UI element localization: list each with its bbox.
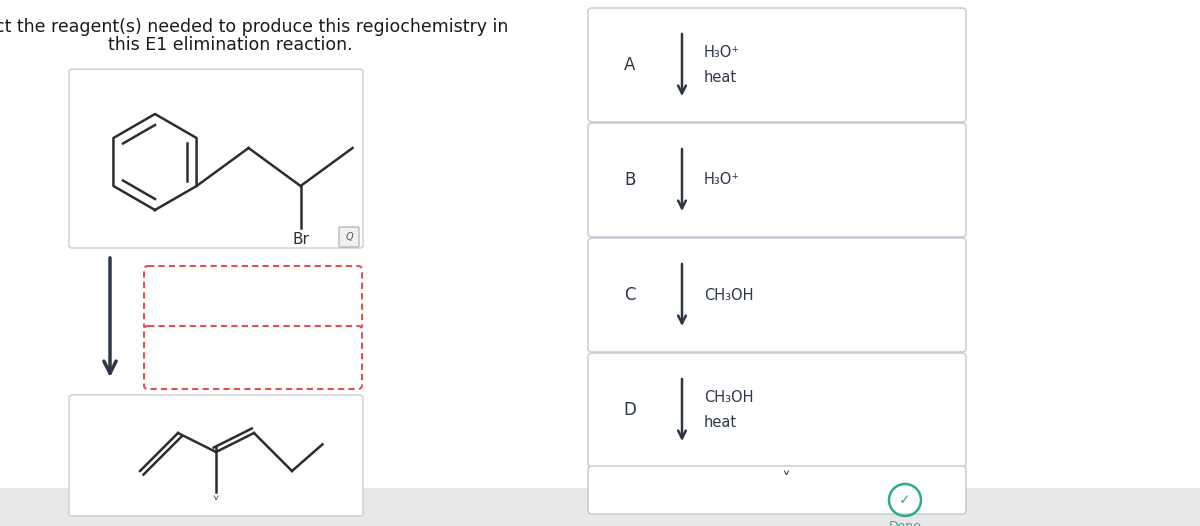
Text: heat: heat [704,70,737,85]
Text: Br: Br [292,232,310,247]
Text: CH₃OH: CH₃OH [704,288,754,302]
FancyBboxPatch shape [70,69,364,248]
FancyBboxPatch shape [144,266,362,329]
Text: A: A [624,56,636,74]
Text: B: B [624,171,636,189]
FancyBboxPatch shape [588,353,966,467]
FancyBboxPatch shape [340,227,359,247]
Text: ˅: ˅ [212,496,220,514]
FancyBboxPatch shape [588,238,966,352]
Bar [0,488,1200,526]
Text: H₃O⁺: H₃O⁺ [704,173,740,187]
Text: C: C [624,286,636,304]
Text: ˅: ˅ [781,471,791,489]
Text: Predict the reagent(s) needed to produce this regiochemistry in: Predict the reagent(s) needed to produce… [0,18,509,36]
FancyBboxPatch shape [588,466,966,514]
Text: this E1 elimination reaction.: this E1 elimination reaction. [108,36,353,54]
FancyBboxPatch shape [70,395,364,516]
Text: heat: heat [704,415,737,430]
Text: Q: Q [346,232,353,242]
Text: H₃O⁺: H₃O⁺ [704,45,740,60]
Text: Done: Done [888,520,922,526]
Text: D: D [624,401,636,419]
Text: ✓: ✓ [899,493,911,507]
Text: CH₃OH: CH₃OH [704,390,754,405]
FancyBboxPatch shape [144,326,362,389]
FancyBboxPatch shape [588,123,966,237]
FancyBboxPatch shape [588,8,966,122]
